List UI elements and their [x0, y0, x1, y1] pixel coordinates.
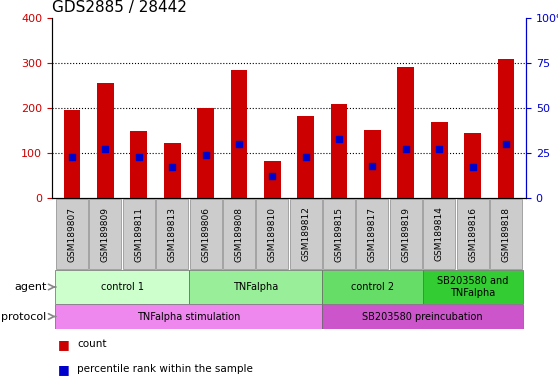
Bar	[189, 270, 323, 304]
Point	[168, 164, 177, 170]
Bar	[423, 199, 455, 269]
Text: GSM189806: GSM189806	[201, 207, 210, 262]
Point	[68, 154, 76, 160]
Bar	[357, 199, 388, 269]
Text: SB203580 and
TNFalpha: SB203580 and TNFalpha	[437, 276, 508, 298]
Text: GSM189814: GSM189814	[435, 207, 444, 262]
Bar	[331, 104, 348, 198]
Point	[234, 141, 243, 147]
Point	[134, 154, 143, 160]
Point	[401, 146, 410, 152]
Text: percentile rank within the sample: percentile rank within the sample	[77, 364, 253, 374]
Bar	[490, 199, 522, 269]
Bar	[290, 199, 322, 269]
Bar	[364, 130, 381, 198]
Bar	[223, 199, 255, 269]
Bar	[55, 270, 189, 304]
Bar	[230, 70, 247, 198]
Bar	[323, 304, 523, 329]
Point	[435, 146, 444, 152]
Text: agent: agent	[14, 282, 46, 292]
Bar	[164, 143, 181, 198]
Text: GSM189810: GSM189810	[268, 207, 277, 262]
Text: TNFalpha stimulation: TNFalpha stimulation	[137, 311, 240, 321]
Point	[468, 164, 477, 170]
Point	[101, 146, 110, 152]
Bar	[323, 199, 355, 269]
Bar	[55, 304, 323, 329]
Bar	[431, 122, 448, 198]
Text: GSM189815: GSM189815	[335, 207, 344, 262]
Bar	[390, 199, 422, 269]
Point	[268, 173, 277, 179]
Bar	[89, 199, 122, 269]
Text: GSM189808: GSM189808	[234, 207, 243, 262]
Text: GSM189818: GSM189818	[502, 207, 511, 262]
Bar	[456, 199, 489, 269]
Text: ■: ■	[57, 363, 69, 376]
Text: count: count	[77, 339, 107, 349]
Text: ■: ■	[57, 338, 69, 351]
Bar	[297, 116, 314, 198]
Bar	[323, 270, 422, 304]
Bar	[131, 131, 147, 198]
Point	[368, 162, 377, 169]
Text: protocol: protocol	[1, 311, 46, 321]
Text: GSM189807: GSM189807	[68, 207, 76, 262]
Text: TNFalpha: TNFalpha	[233, 282, 278, 292]
Bar	[256, 199, 288, 269]
Bar	[56, 199, 88, 269]
Point	[301, 154, 310, 160]
Text: control 1: control 1	[100, 282, 143, 292]
Bar	[464, 133, 481, 198]
Bar	[498, 60, 514, 198]
Text: GSM189813: GSM189813	[167, 207, 177, 262]
Text: GSM189817: GSM189817	[368, 207, 377, 262]
Bar	[397, 66, 414, 198]
Point	[201, 152, 210, 158]
Text: GDS2885 / 28442: GDS2885 / 28442	[52, 0, 187, 15]
Bar	[190, 199, 222, 269]
Text: GSM189816: GSM189816	[468, 207, 477, 262]
Text: GSM189811: GSM189811	[134, 207, 143, 262]
Point	[502, 141, 511, 147]
Text: GSM189809: GSM189809	[101, 207, 110, 262]
Text: GSM189819: GSM189819	[401, 207, 410, 262]
Bar	[97, 83, 114, 198]
Bar	[123, 199, 155, 269]
Bar	[64, 110, 80, 198]
Text: SB203580 preincubation: SB203580 preincubation	[362, 311, 483, 321]
Text: control 2: control 2	[351, 282, 394, 292]
Bar	[197, 108, 214, 198]
Point	[335, 136, 344, 142]
Bar	[264, 161, 281, 198]
Bar	[422, 270, 523, 304]
Bar	[156, 199, 188, 269]
Text: GSM189812: GSM189812	[301, 207, 310, 262]
